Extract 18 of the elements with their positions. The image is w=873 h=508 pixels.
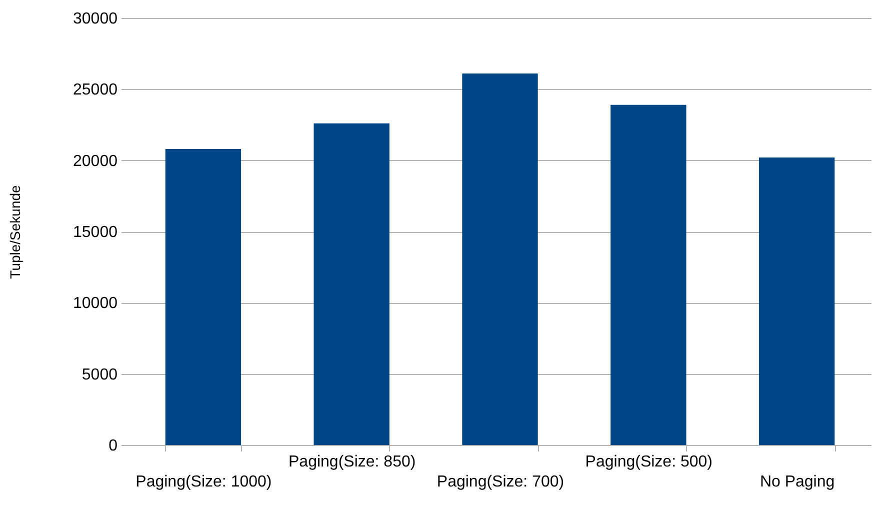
x-tick-label: Paging(Size: 850)	[288, 454, 416, 470]
y-axis-title: Tuple/Sekunde	[7, 184, 24, 279]
y-tick-label: 30000	[73, 10, 118, 28]
bar	[165, 148, 242, 445]
bar	[462, 74, 538, 445]
y-tick-label: 5000	[82, 366, 118, 384]
x-tick-label: Paging(Size: 700)	[436, 474, 564, 490]
bar	[610, 104, 686, 445]
bar	[758, 157, 835, 445]
y-tick-label: 10000	[73, 295, 118, 312]
y-tick-label: 15000	[73, 224, 118, 241]
y-tick-label: 25000	[73, 82, 118, 99]
x-tick-label: Paging(Size: 500)	[585, 454, 712, 470]
y-tick-label: 0	[108, 438, 118, 454]
bar	[314, 123, 390, 445]
y-tick-label: 20000	[73, 152, 118, 170]
x-tick-label: Paging(Size: 1000)	[136, 474, 272, 490]
x-tick-label: No Paging	[760, 474, 835, 490]
